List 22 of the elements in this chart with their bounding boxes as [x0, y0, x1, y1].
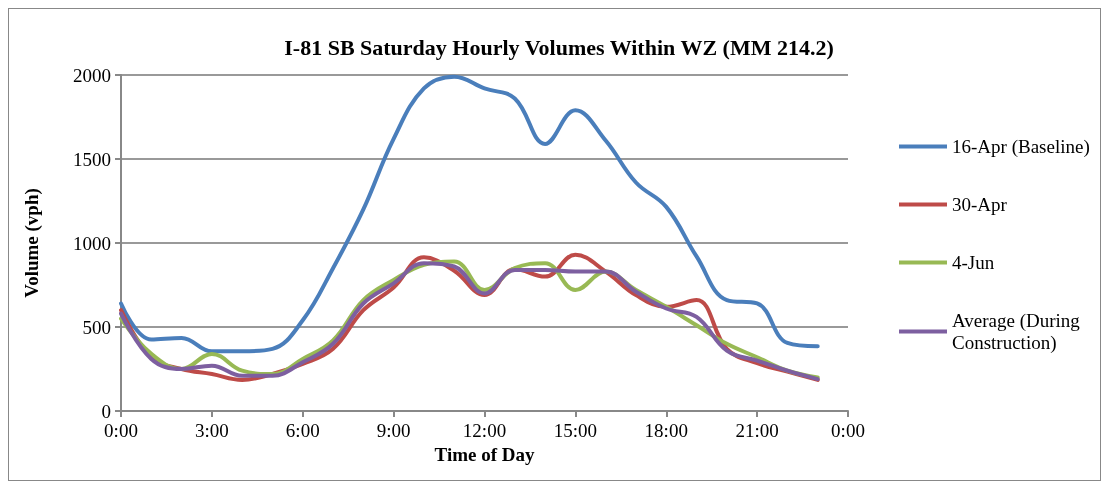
- chart-title: I-81 SB Saturday Hourly Volumes Within WZ (MM 214.2): [284, 34, 834, 60]
- x-tick-label: 6:00: [285, 420, 320, 441]
- y-tick-label: 500: [82, 316, 111, 338]
- legend-label: 4-Jun: [952, 252, 995, 273]
- x-tick-label: 0:00: [104, 420, 138, 441]
- y-tick-label: 0: [101, 400, 111, 422]
- x-tick-label: 3:00: [194, 420, 229, 441]
- legend-label: Average (During Construction): [952, 310, 1085, 354]
- y-tick-label: 1000: [73, 232, 111, 254]
- x-tick-label: 12:00: [462, 420, 507, 441]
- x-tick-label: 21:00: [735, 420, 779, 441]
- x-axis-title: Time of Day: [434, 443, 535, 465]
- legend-label: 30-Apr: [952, 194, 1008, 215]
- legend-label: 16-Apr (Baseline): [952, 136, 1090, 158]
- x-tick-label: 15:00: [553, 420, 598, 441]
- x-tick-label: 0:00: [831, 420, 865, 441]
- line-series: [119, 74, 820, 354]
- x-tick-label: 18:00: [644, 420, 688, 441]
- y-tick-label: 2000: [73, 64, 111, 86]
- x-tick-label: 9:00: [376, 420, 411, 441]
- y-tick-label: 1500: [73, 148, 111, 170]
- y-axis-title: Volume (vph): [21, 188, 43, 298]
